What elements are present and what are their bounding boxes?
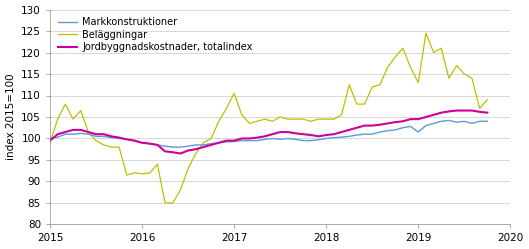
Markkonstruktioner <box>154 143 161 146</box>
Line: Jordbyggnadskostnader, totalindex: Jordbyggnadskostnader, totalindex <box>50 111 487 154</box>
Markkonstruktioner <box>346 135 352 138</box>
Markkonstruktioner <box>469 122 475 125</box>
Jordbyggnadskostnader, totalindex <box>177 152 184 155</box>
Markkonstruktioner <box>446 119 452 122</box>
Jordbyggnadskostnader, totalindex <box>47 139 53 142</box>
Jordbyggnadskostnader, totalindex <box>346 128 352 131</box>
Markkonstruktioner <box>484 120 490 123</box>
Jordbyggnadskostnader, totalindex <box>147 142 153 145</box>
Beläggningar <box>484 98 490 101</box>
Markkonstruktioner <box>47 137 53 140</box>
Y-axis label: index 2015=100: index 2015=100 <box>6 74 15 160</box>
Jordbyggnadskostnader, totalindex <box>377 123 383 126</box>
Beläggningar <box>431 51 437 54</box>
Beläggningar <box>346 83 352 86</box>
Beläggningar <box>147 171 153 174</box>
Jordbyggnadskostnader, totalindex <box>469 109 475 112</box>
Beläggningar <box>154 163 161 166</box>
Markkonstruktioner <box>377 130 383 133</box>
Beläggningar <box>423 32 429 35</box>
Markkonstruktioner <box>170 146 176 149</box>
Line: Beläggningar: Beläggningar <box>50 33 487 203</box>
Beläggningar <box>162 201 168 204</box>
Markkonstruktioner <box>147 142 153 145</box>
Beläggningar <box>377 83 383 86</box>
Jordbyggnadskostnader, totalindex <box>484 111 490 114</box>
Beläggningar <box>469 77 475 80</box>
Beläggningar <box>47 141 53 144</box>
Jordbyggnadskostnader, totalindex <box>423 116 429 119</box>
Jordbyggnadskostnader, totalindex <box>154 143 161 146</box>
Line: Markkonstruktioner: Markkonstruktioner <box>50 121 487 147</box>
Markkonstruktioner <box>423 124 429 127</box>
Legend: Markkonstruktioner, Beläggningar, Jordbyggnadskostnader, totalindex: Markkonstruktioner, Beläggningar, Jordby… <box>55 14 256 55</box>
Jordbyggnadskostnader, totalindex <box>453 109 460 112</box>
